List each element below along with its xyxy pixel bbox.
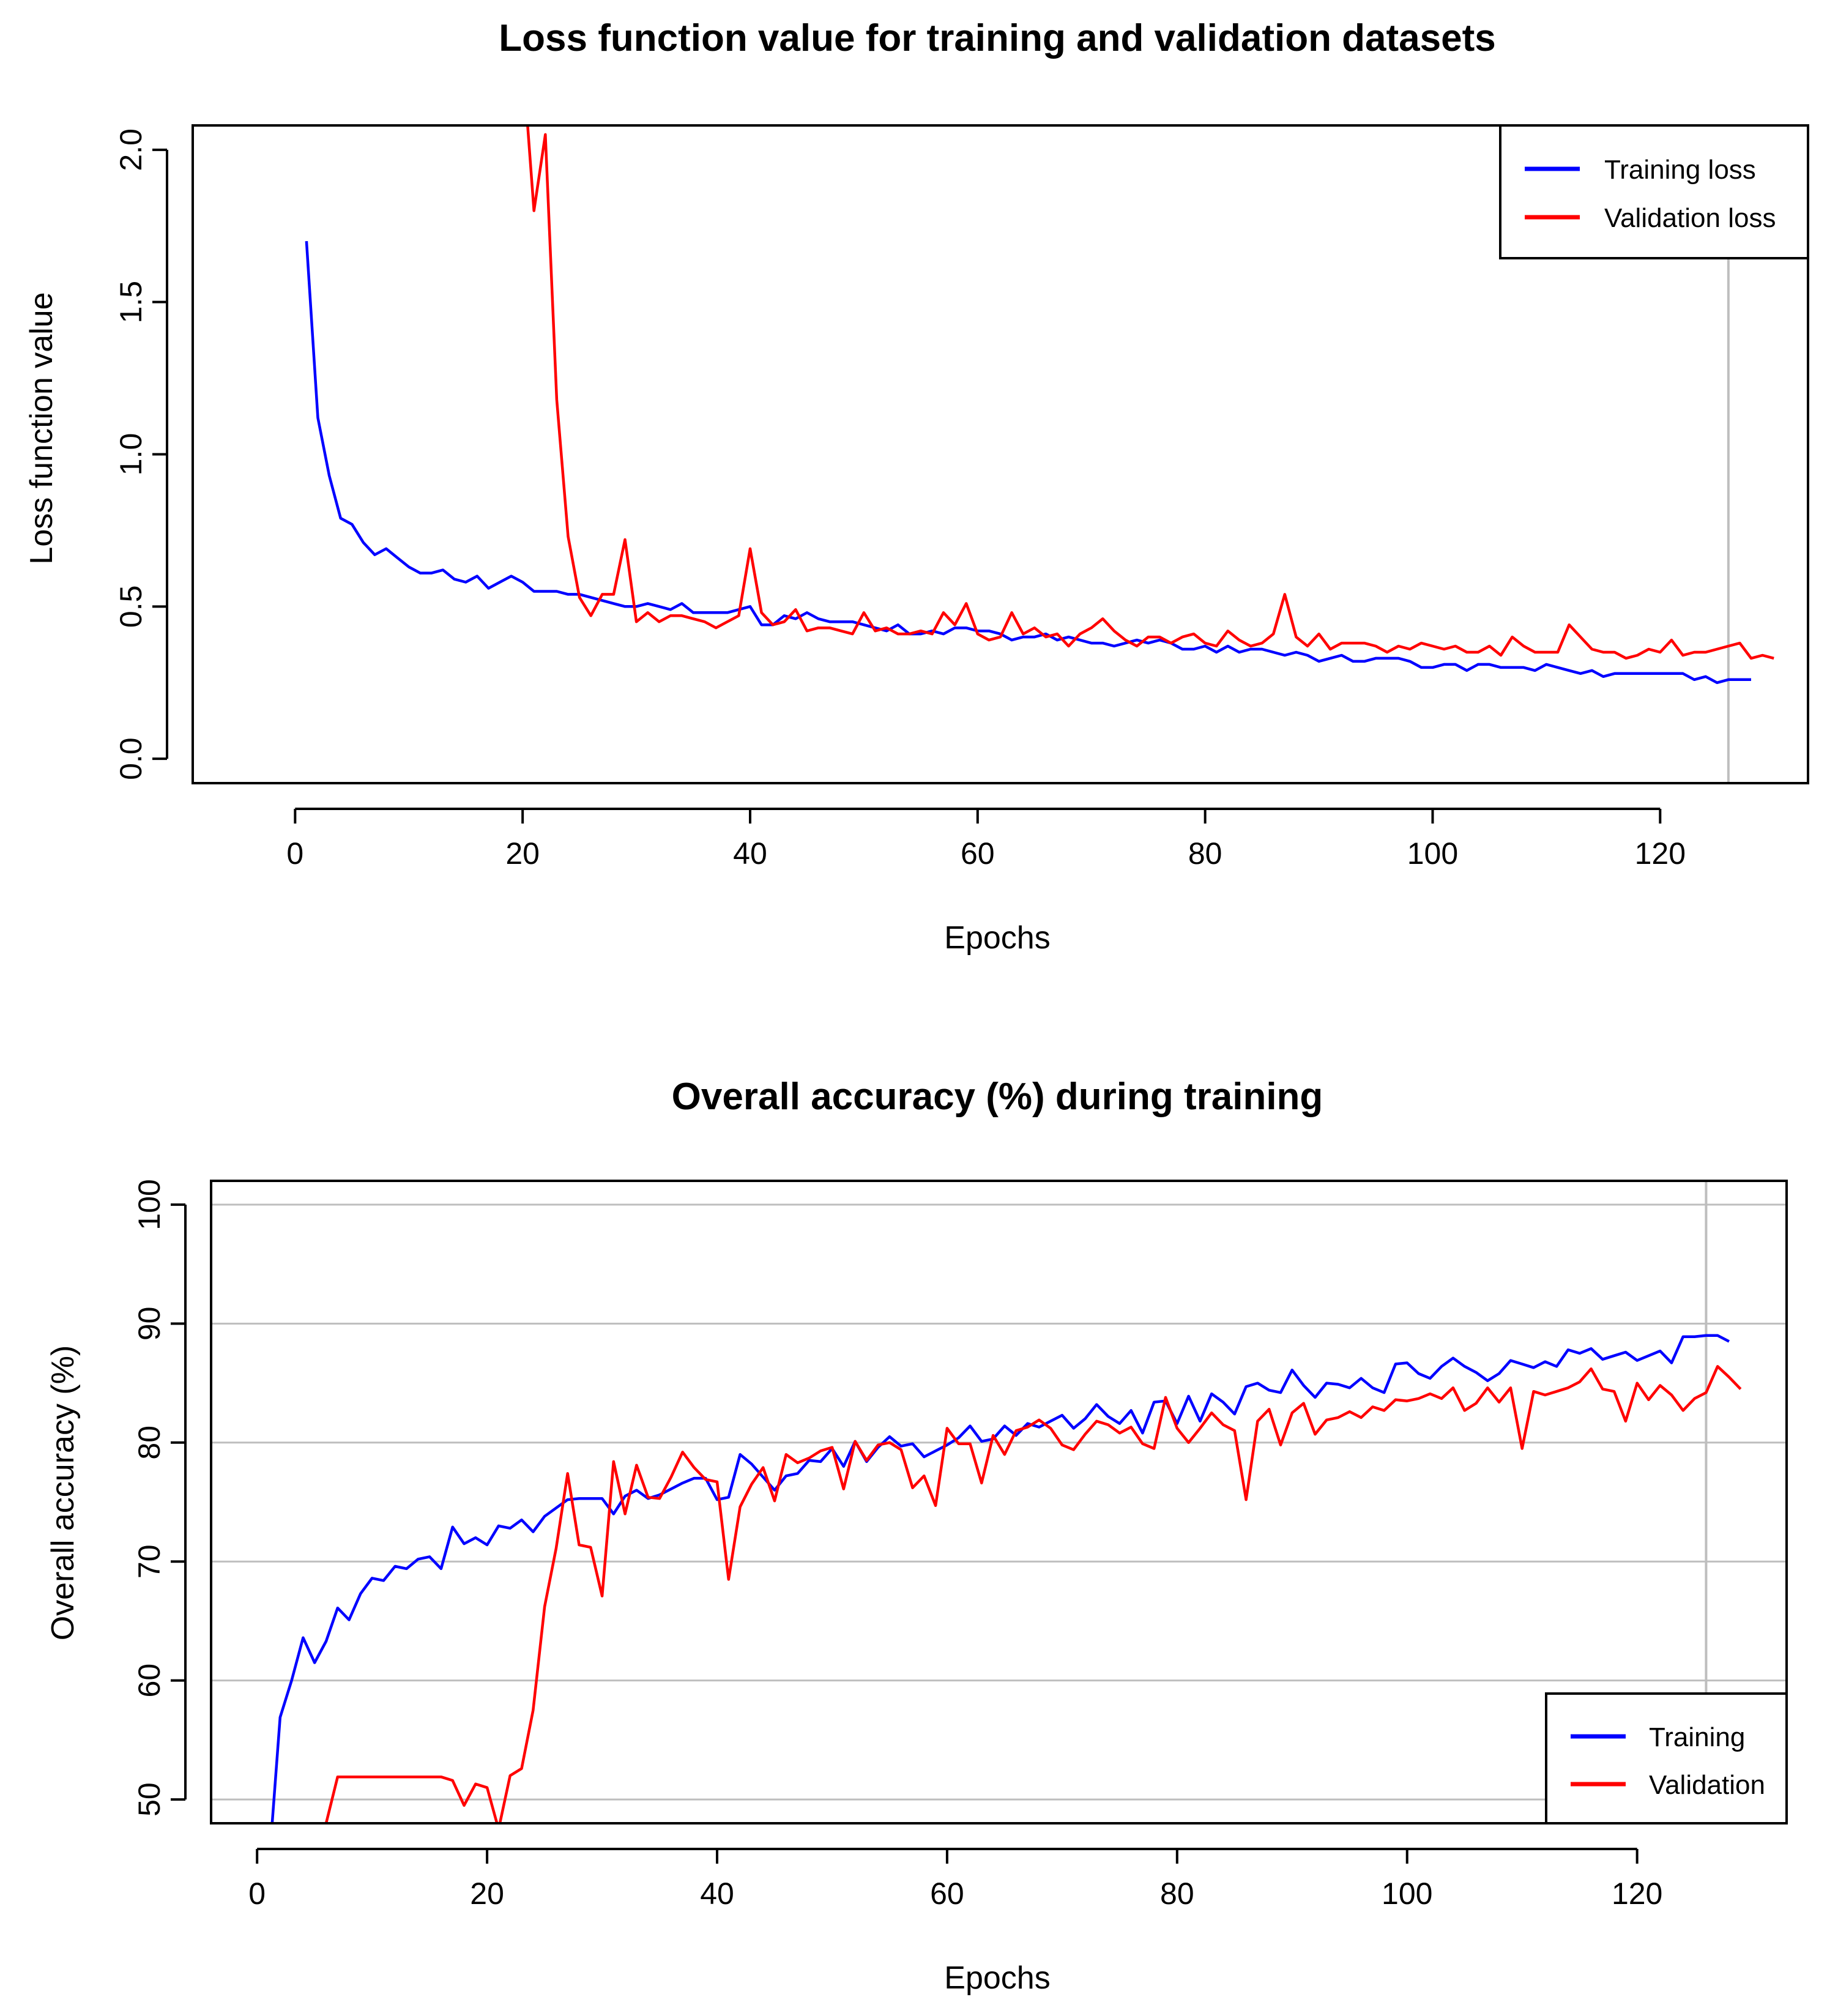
loss-series-validation-line [526,125,1774,660]
acc-plot-content [211,1181,1787,1823]
loss-x-tick-label: 20 [505,836,540,871]
loss-x-tick-label: 0 [286,836,303,871]
accuracy-x-axis-title: Epochs [944,1960,1050,1996]
loss-plot-frame [192,124,1809,784]
loss-x-tick-label: 100 [1407,836,1458,871]
loss-y-axis-title: Loss function value [24,292,59,564]
loss-y-tick-label: 2.0 [114,128,148,171]
acc-y-tick-label: 100 [132,1179,166,1230]
loss-x-tick-label: 60 [961,836,995,871]
loss-x-tick-label: 40 [733,836,767,871]
acc-x-tick-label: 80 [1160,1877,1194,1911]
acc-series-training-line [270,1334,1730,1823]
loss-x-tick-label: 120 [1635,836,1686,871]
accuracy-chart: Overall accuracy (%) during training Epo… [45,1076,1788,1996]
acc-x-tick-label: 40 [700,1877,734,1911]
acc-y-tick-label: 60 [132,1664,166,1698]
accuracy-legend-validation-label: Validation [1649,1770,1765,1800]
accuracy-chart-title: Overall accuracy (%) during training [672,1076,1323,1118]
accuracy-legend-training-label: Training [1649,1722,1745,1752]
loss-x-tick-label: 80 [1188,836,1222,871]
acc-x-tick-label: 20 [470,1877,504,1911]
loss-x-axis-title: Epochs [944,920,1050,956]
accuracy-plot-frame [210,1180,1788,1824]
loss-y-tick-label: 0.0 [114,737,148,780]
loss-legend-box [1499,124,1809,259]
acc-y-tick-label: 80 [132,1426,166,1460]
acc-y-tick-label: 50 [132,1782,166,1817]
accuracy-plot-area [211,1181,1787,1823]
loss-x-axis: 0 20 40 60 80 100 120 [286,808,1686,871]
acc-x-tick-label: 0 [248,1877,266,1911]
acc-x-tick-label: 120 [1612,1877,1662,1911]
accuracy-y-axis: 50 60 70 80 90 100 [132,1179,187,1817]
loss-y-tick-label: 1.5 [114,281,148,324]
acc-x-tick-label: 60 [930,1877,964,1911]
loss-y-tick-label: 0.5 [114,586,148,628]
loss-y-axis: 0.0 0.5 1.0 1.5 2.0 [114,128,168,780]
loss-legend-training-label: Training loss [1604,155,1756,185]
acc-x-tick-label: 100 [1382,1877,1432,1911]
loss-series-training-line [305,240,1751,685]
accuracy-y-axis-title: Overall accuracy (%) [45,1345,81,1641]
loss-legend: Training loss Validation loss [1499,124,1809,259]
accuracy-legend: Training Validation [1545,1692,1788,1824]
loss-chart: Loss function value for training and val… [24,17,1809,956]
loss-legend-validation-label: Validation loss [1604,203,1776,233]
accuracy-legend-box [1545,1692,1788,1824]
loss-y-tick-label: 1.0 [114,433,148,476]
accuracy-x-axis: 0 20 40 60 80 100 120 [248,1848,1662,1911]
acc-series-validation-line [324,1365,1742,1823]
loss-chart-title: Loss function value for training and val… [499,17,1495,59]
acc-y-tick-label: 90 [132,1307,166,1341]
acc-y-tick-label: 70 [132,1544,166,1579]
